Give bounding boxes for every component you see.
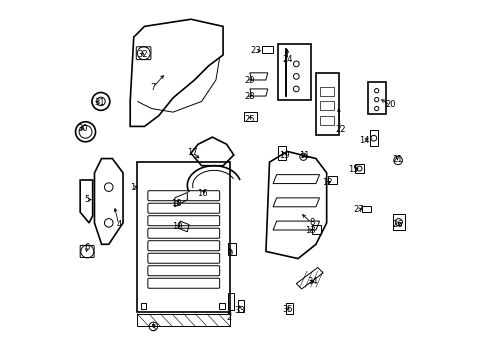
Text: 35: 35 (282, 305, 293, 314)
Text: 6: 6 (84, 243, 89, 252)
Text: 12: 12 (322, 178, 332, 187)
Text: 10: 10 (172, 222, 182, 231)
Text: 1: 1 (130, 183, 135, 192)
Text: 16: 16 (197, 189, 207, 198)
Text: 20: 20 (384, 100, 395, 109)
Text: 32: 32 (137, 50, 148, 59)
Text: 21: 21 (391, 155, 402, 164)
Text: 17: 17 (187, 148, 198, 157)
Text: 18: 18 (170, 199, 181, 208)
Text: 8: 8 (308, 219, 314, 228)
Text: 23: 23 (250, 46, 261, 55)
Text: 25: 25 (244, 116, 254, 125)
Text: 28: 28 (244, 92, 255, 101)
Text: 19: 19 (279, 151, 289, 160)
Text: 29: 29 (244, 76, 255, 85)
Text: 26: 26 (391, 220, 402, 229)
Text: 33: 33 (234, 306, 244, 315)
Text: 4: 4 (116, 220, 121, 229)
Text: 13: 13 (305, 225, 315, 234)
Text: 22: 22 (334, 126, 345, 135)
Text: 2: 2 (225, 313, 231, 322)
Text: 31: 31 (94, 98, 104, 107)
Text: 11: 11 (299, 151, 309, 160)
Text: 14: 14 (358, 136, 368, 145)
Text: 5: 5 (84, 195, 89, 204)
Text: 7: 7 (150, 83, 156, 92)
Text: 24: 24 (282, 55, 292, 64)
Text: 9: 9 (227, 249, 232, 258)
Text: 15: 15 (347, 166, 358, 175)
Text: 30: 30 (78, 124, 88, 133)
Text: 34: 34 (306, 277, 317, 286)
Text: 27: 27 (353, 205, 364, 214)
Text: 3: 3 (150, 324, 156, 333)
